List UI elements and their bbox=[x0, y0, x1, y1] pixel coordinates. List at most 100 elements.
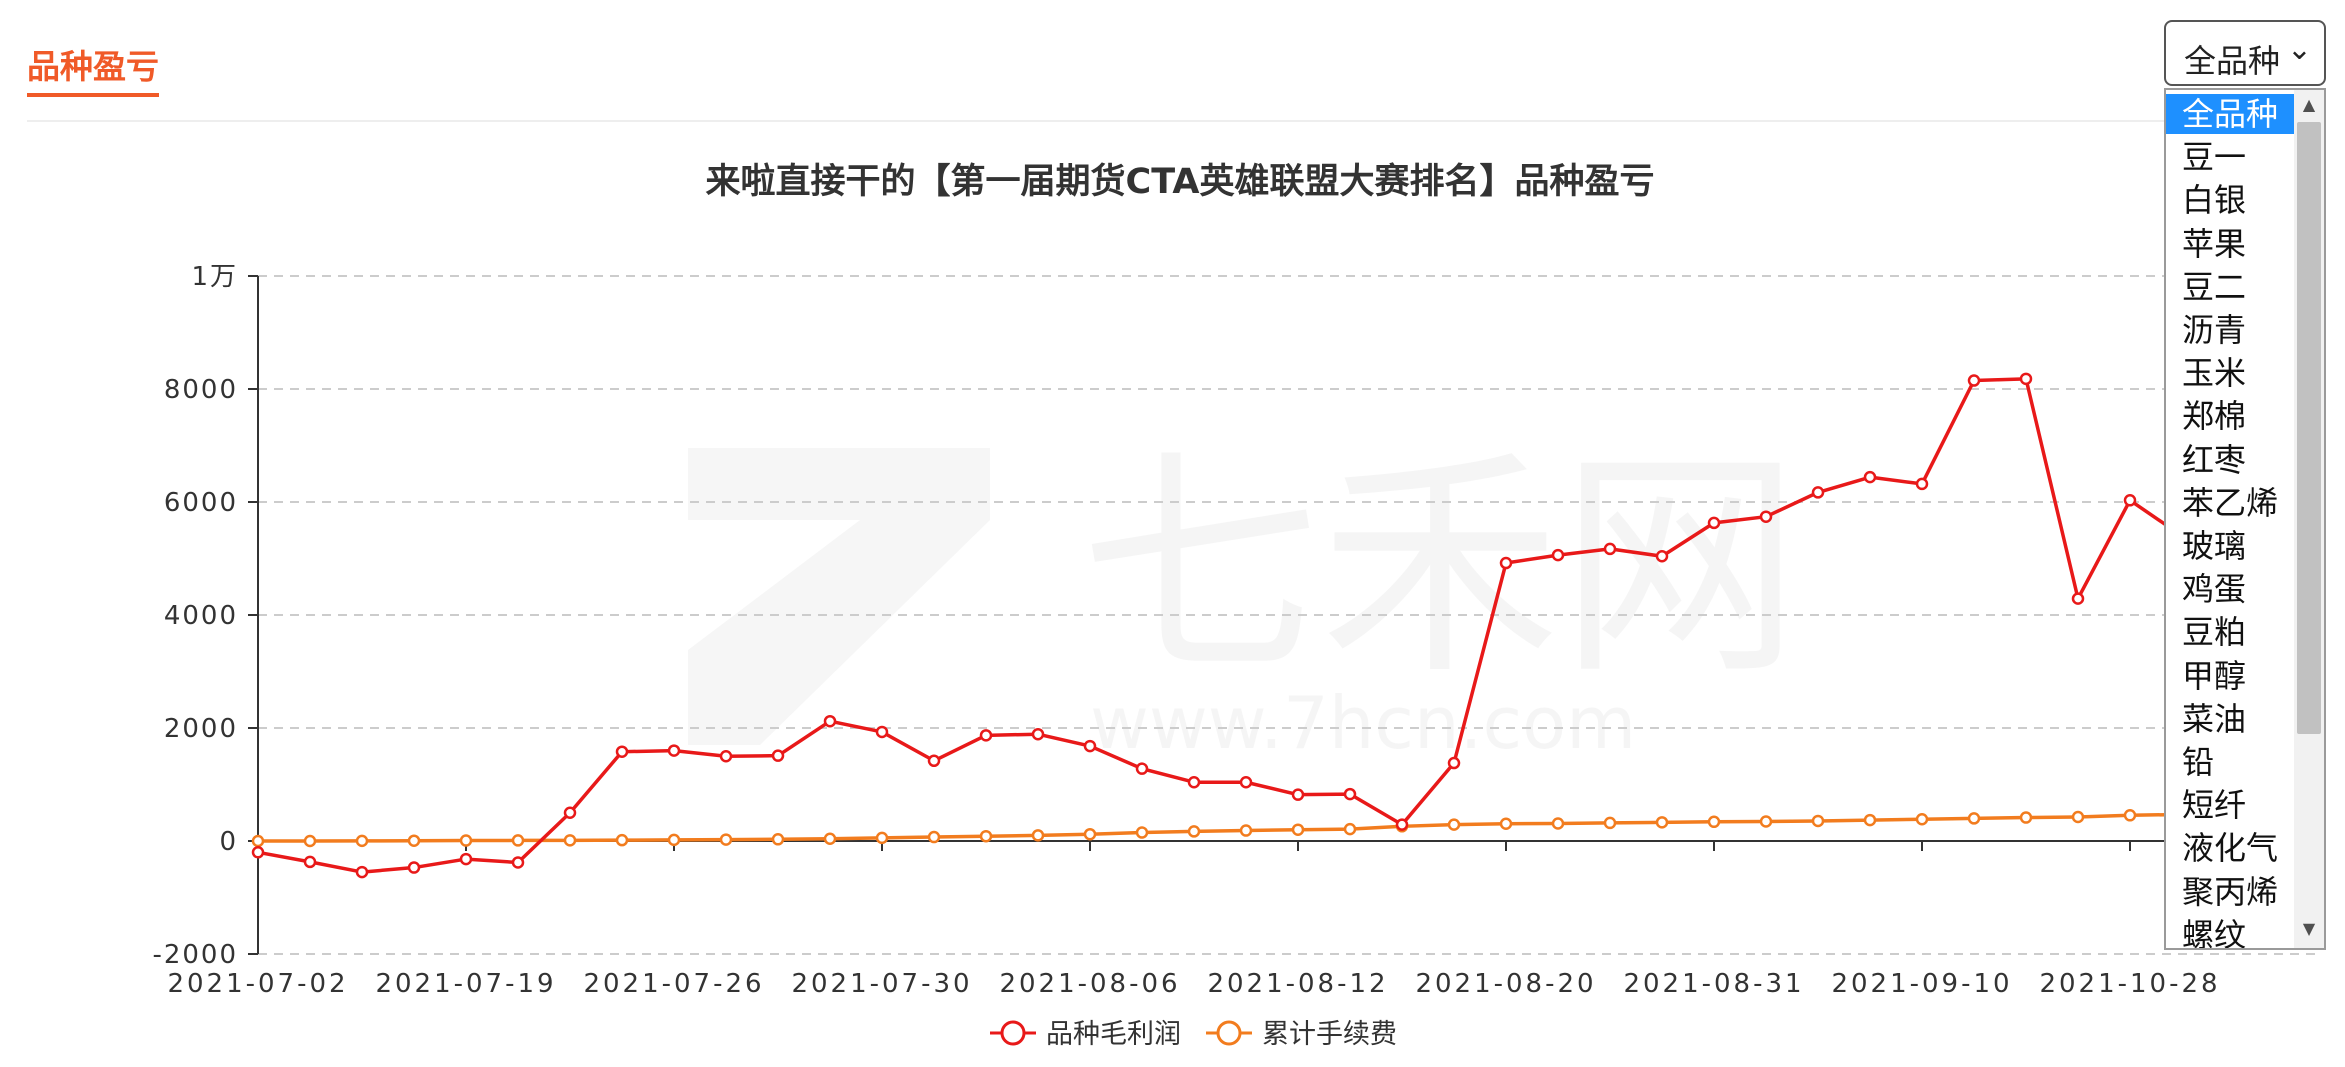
data-point bbox=[771, 833, 785, 846]
dropdown-option[interactable]: 菜油 bbox=[2182, 699, 2247, 738]
legend-marker[interactable] bbox=[1000, 1020, 1026, 1046]
data-point bbox=[719, 750, 733, 763]
legend-marker[interactable] bbox=[1216, 1020, 1242, 1046]
x-tick-label: 2021-08-06 bbox=[999, 969, 1180, 999]
dropdown-option[interactable]: 豆一 bbox=[2182, 138, 2247, 177]
x-tick-label: 2021-07-02 bbox=[167, 969, 348, 999]
data-point bbox=[1551, 817, 1565, 830]
data-point bbox=[615, 833, 629, 847]
data-point bbox=[1031, 727, 1045, 741]
dropdown-option[interactable]: 液化气 bbox=[2182, 829, 2279, 868]
legend-label[interactable]: 累计手续费 bbox=[1262, 1019, 1397, 1050]
y-tick-label: 4000 bbox=[164, 601, 238, 631]
dropdown-option[interactable]: 全品种 bbox=[2166, 94, 2297, 134]
data-point bbox=[875, 831, 889, 845]
data-point bbox=[1967, 812, 1981, 825]
data-point bbox=[927, 830, 941, 844]
data-point bbox=[459, 834, 473, 847]
grid-lines bbox=[258, 275, 2318, 955]
data-point bbox=[1551, 548, 1565, 562]
y-tick-label: 8000 bbox=[164, 375, 238, 405]
data-point bbox=[1291, 823, 1305, 836]
data-point bbox=[1811, 486, 1825, 499]
data-point bbox=[2071, 810, 2085, 824]
data-point bbox=[511, 834, 525, 847]
data-point bbox=[1031, 829, 1045, 842]
data-point bbox=[1135, 826, 1149, 839]
data-point bbox=[615, 745, 629, 758]
data-point bbox=[1343, 787, 1357, 801]
y-tick-label: -2000 bbox=[152, 940, 238, 970]
data-point bbox=[251, 846, 265, 859]
data-point bbox=[2019, 811, 2033, 824]
dropdown-option[interactable]: 郑棉 bbox=[2182, 397, 2247, 436]
x-tick-label: 2021-08-12 bbox=[1207, 969, 1388, 999]
dropdown-option[interactable]: 沥青 bbox=[2182, 311, 2247, 349]
data-point bbox=[1707, 516, 1721, 530]
data-point bbox=[1395, 818, 1409, 831]
dropdown-option[interactable]: 豆粕 bbox=[2182, 613, 2247, 652]
data-point bbox=[2123, 494, 2137, 507]
x-tick-label: 2021-10-28 bbox=[2039, 969, 2220, 999]
data-point bbox=[407, 834, 421, 847]
data-point bbox=[1967, 374, 1981, 387]
variety-select-value: 全品种 bbox=[2184, 42, 2281, 80]
data-point bbox=[1083, 739, 1097, 753]
data-point bbox=[823, 832, 837, 845]
dropdown-option[interactable]: 苹果 bbox=[2182, 224, 2247, 263]
watermark-logo-text: 七禾网 bbox=[1080, 427, 1800, 707]
data-point bbox=[979, 829, 993, 843]
dropdown-option[interactable]: 玉米 bbox=[2182, 354, 2247, 393]
data-point bbox=[1759, 815, 1773, 828]
data-point bbox=[979, 729, 993, 742]
watermark-url-text: www.7hcn.com bbox=[1090, 681, 1636, 765]
scrollbar-thumb[interactable] bbox=[2297, 122, 2321, 734]
data-point bbox=[1655, 816, 1669, 829]
watermark: 七禾网 www.7hcn.com bbox=[688, 427, 1800, 765]
x-tick-label: 2021-08-31 bbox=[1623, 969, 1804, 999]
data-point bbox=[2019, 372, 2033, 386]
x-tick-label: 2021-08-20 bbox=[1415, 969, 1596, 999]
data-point bbox=[1603, 816, 1617, 830]
dropdown-option[interactable]: 短纤 bbox=[2182, 786, 2247, 825]
data-point bbox=[1447, 818, 1461, 831]
data-point bbox=[1239, 775, 1253, 789]
data-point bbox=[771, 749, 785, 762]
data-point bbox=[1291, 788, 1305, 801]
scroll-down-icon[interactable]: ▼ bbox=[2302, 919, 2316, 938]
data-point bbox=[355, 865, 369, 879]
dropdown-option[interactable]: 螺纹 bbox=[2182, 915, 2247, 950]
dropdown-option[interactable]: 红枣 bbox=[2182, 440, 2247, 479]
dropdown-option[interactable]: 玻璃 bbox=[2182, 527, 2247, 565]
dropdown-option[interactable]: 鸡蛋 bbox=[2182, 570, 2247, 609]
legend-label[interactable]: 品种毛利润 bbox=[1046, 1019, 1181, 1050]
data-point bbox=[511, 856, 525, 869]
data-point bbox=[2123, 809, 2137, 822]
dropdown-option[interactable]: 聚丙烯 bbox=[2182, 872, 2279, 911]
dropdown-option[interactable]: 苯乙烯 bbox=[2182, 483, 2279, 522]
data-point bbox=[1915, 477, 1929, 491]
x-tick-label: 2021-07-19 bbox=[375, 969, 556, 999]
dropdown-option[interactable]: 豆二 bbox=[2182, 267, 2247, 306]
dropdown-option[interactable]: 甲醇 bbox=[2182, 656, 2247, 695]
data-point bbox=[1239, 824, 1253, 837]
data-point bbox=[2071, 592, 2085, 605]
data-point bbox=[563, 834, 577, 847]
data-point bbox=[303, 834, 317, 848]
data-point bbox=[303, 855, 317, 869]
scroll-up-icon[interactable]: ▲ bbox=[2302, 95, 2316, 114]
legend: 品种毛利润 累计手续费 bbox=[990, 1019, 1397, 1050]
data-point bbox=[1759, 510, 1773, 523]
data-point bbox=[407, 861, 421, 874]
section-title: 品种盈亏 bbox=[27, 40, 159, 97]
variety-select[interactable]: 全品种 ⌄ bbox=[2164, 20, 2326, 86]
data-point bbox=[1499, 817, 1513, 831]
y-tick-label: 6000 bbox=[164, 488, 238, 518]
data-point bbox=[1707, 815, 1721, 829]
dropdown-option[interactable]: 白银 bbox=[2182, 181, 2247, 220]
dropdown-scrollbar[interactable]: ▲ ▼ bbox=[2294, 90, 2324, 948]
variety-dropdown-list[interactable]: 全品种豆一白银苹果豆二沥青玉米郑棉红枣苯乙烯玻璃鸡蛋豆粕甲醇菜油铅短纤液化气聚丙… bbox=[2164, 88, 2326, 950]
data-point bbox=[667, 744, 681, 757]
dropdown-option[interactable]: 铅 bbox=[2182, 743, 2215, 781]
